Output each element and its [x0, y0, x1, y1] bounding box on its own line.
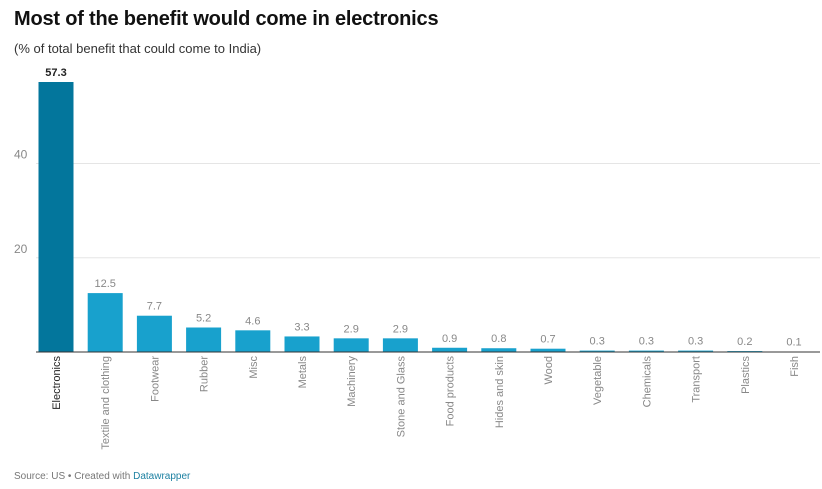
chart-title: Most of the benefit would come in electr… [14, 8, 439, 30]
category-label-4: Misc [248, 356, 260, 379]
category-label-13: Transport [691, 356, 703, 403]
bar-4 [235, 330, 271, 352]
value-label-9: 0.8 [491, 333, 506, 345]
category-label-7: Stone and Glass [395, 356, 407, 438]
y-tick-label-20: 20 [14, 242, 28, 256]
value-label-7: 2.9 [393, 323, 408, 335]
value-label-11: 0.3 [590, 336, 605, 348]
bar-5 [284, 336, 320, 352]
category-label-10: Wood [543, 356, 555, 385]
bar-3 [186, 327, 222, 352]
value-label-12: 0.3 [639, 336, 654, 348]
value-label-4: 4.6 [245, 315, 260, 327]
category-label-14: Plastics [740, 356, 752, 394]
chart-subtitle: (% of total benefit that could come to I… [14, 41, 262, 56]
value-label-5: 3.3 [294, 321, 309, 333]
category-label-6: Machinery [346, 356, 358, 407]
value-label-14: 0.2 [737, 336, 752, 348]
category-label-0: Electronics [51, 356, 63, 410]
category-label-2: Footwear [149, 356, 161, 402]
value-label-15: 0.1 [786, 337, 801, 349]
bar-10 [530, 348, 566, 352]
value-label-8: 0.9 [442, 333, 457, 345]
source-note: Source: US • Created with [14, 471, 134, 482]
bar-7 [382, 338, 418, 352]
value-label-10: 0.7 [540, 334, 555, 346]
value-label-6: 2.9 [344, 323, 359, 335]
category-label-12: Chemicals [641, 356, 653, 408]
bar-8 [432, 347, 468, 352]
bar-6 [333, 338, 369, 352]
footer: Source: US • Created with Datawrapper [14, 471, 190, 482]
value-label-1: 12.5 [94, 278, 115, 290]
category-label-11: Vegetable [592, 356, 604, 405]
bar-12 [628, 350, 664, 352]
bar-2 [136, 315, 172, 352]
value-label-3: 5.2 [196, 312, 211, 324]
category-label-8: Food products [445, 356, 457, 427]
bar-13 [678, 350, 714, 352]
category-label-1: Textile and clothing [100, 356, 112, 450]
bar-0 [38, 82, 74, 352]
category-label-3: Rubber [199, 356, 211, 392]
bar-11 [579, 350, 615, 352]
category-label-15: Fish [789, 356, 801, 377]
bar-9 [481, 348, 517, 352]
value-label-13: 0.3 [688, 336, 703, 348]
datawrapper-link[interactable]: Datawrapper [133, 471, 191, 482]
category-label-5: Metals [297, 356, 309, 389]
category-label-9: Hides and skin [494, 356, 506, 428]
y-tick-label-40: 40 [14, 148, 28, 162]
value-label-2: 7.7 [147, 301, 162, 313]
bar-1 [87, 293, 123, 352]
value-label-0: 57.3 [45, 67, 66, 79]
